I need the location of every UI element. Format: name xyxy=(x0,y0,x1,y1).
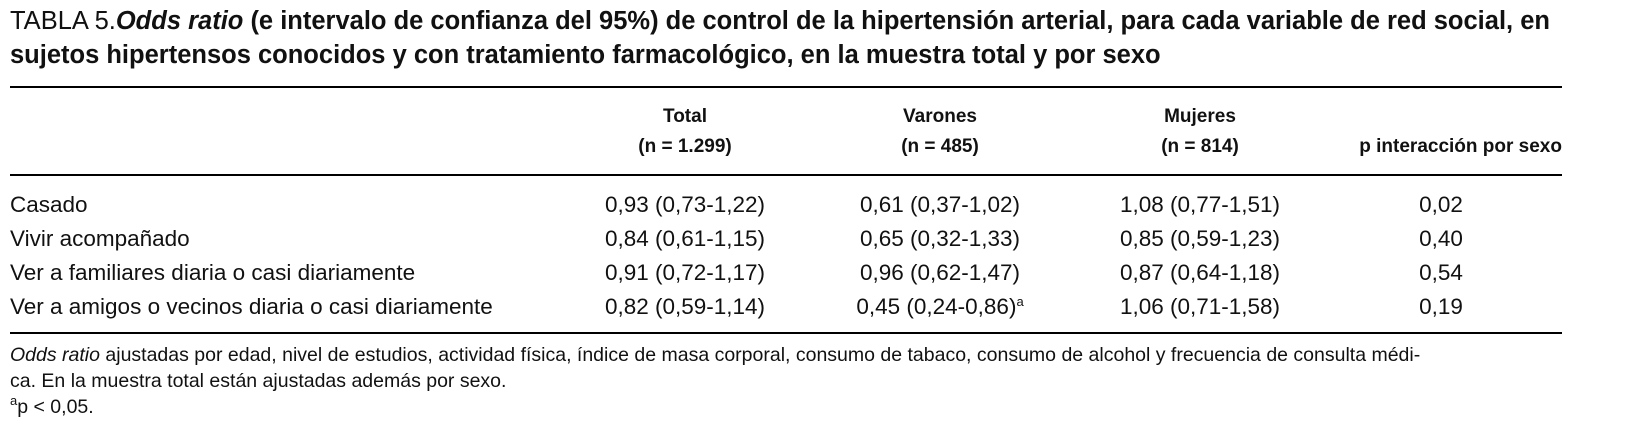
header-cell xyxy=(10,86,570,176)
table-cell: 0,85 (0,59-1,23) xyxy=(1119,226,1281,251)
table-cell: 0,61 (0,37-1,02) xyxy=(859,192,1021,217)
table-cell: 0,91 (0,72-1,17) xyxy=(604,260,766,285)
row-label: Ver a familiares diaria o casi diariamen… xyxy=(10,260,416,285)
row-label: Casado xyxy=(10,192,88,217)
table-cell: 1,08 (0,77-1,51) xyxy=(1119,192,1281,217)
table-row: Ver a amigos o vecinos diaria o casi dia… xyxy=(10,290,1562,334)
table-cell: 0,96 (0,62-1,47) xyxy=(859,260,1021,285)
cell-superscript: a xyxy=(1016,294,1024,309)
header-cell: Total (n = 1.299) xyxy=(570,86,800,176)
header-cell: Varones (n = 485) xyxy=(800,86,1080,176)
column-name: p interacción por sexo xyxy=(1359,136,1562,157)
title-label: TABLA 5. xyxy=(10,7,116,35)
table-cell: 0,54 xyxy=(1419,260,1463,285)
table-row: Vivir acompañado 0,84 (0,61-1,15) 0,65 (0,… xyxy=(10,222,1562,256)
column-name: Mujeres xyxy=(1164,106,1236,127)
header-cell: p interacción por sexo xyxy=(1320,86,1562,176)
table-cell: 1,06 (0,71-1,58) xyxy=(1080,290,1320,334)
data-table: Total (n = 1.299) Varones (n = 485) Mujeres (… xyxy=(10,86,1562,334)
title-text: (e intervalo de confianza del 95%) de co… xyxy=(10,7,1550,69)
footnote-line: Odds ratio ajustadas por edad, nivel de … xyxy=(10,342,1570,368)
table-body: Casado 0,93 (0,73-1,22) 0,61 (0,37-1,02) 1,… xyxy=(10,175,1562,334)
table-cell: 0,84 (0,61-1,15) xyxy=(604,226,766,251)
header-cell: Mujeres (n = 814) xyxy=(1080,86,1320,176)
footnote-line: ap < 0,05. xyxy=(10,394,1570,420)
column-n: (n = 485) xyxy=(901,136,979,157)
footnote-term: Odds ratio xyxy=(10,344,100,366)
header-row: Total (n = 1.299) Varones (n = 485) Mujeres (… xyxy=(10,86,1562,176)
footnote-line: ca. En la muestra total están ajustadas … xyxy=(10,370,507,392)
footnote-mark: a xyxy=(10,393,18,408)
row-label: Vivir acompañado xyxy=(10,226,190,251)
table-cell: 0,82 (0,59-1,14) xyxy=(570,290,800,334)
footnote-text: p < 0,05. xyxy=(17,396,94,418)
table-cell: 0,19 xyxy=(1320,290,1562,334)
table-cell: 0,93 (0,73-1,22) xyxy=(604,192,766,217)
column-name: Total xyxy=(663,106,707,127)
footnote-text: ajustadas por edad, nivel de estudios, a… xyxy=(99,344,1421,366)
column-n: (n = 814) xyxy=(1161,136,1239,157)
column-n: (n = 1.299) xyxy=(638,136,732,157)
table-row: Casado 0,93 (0,73-1,22) 0,61 (0,37-1,02) 1,… xyxy=(10,175,1562,222)
table-cell: 0,45 (0,24-0,86)a xyxy=(800,290,1080,334)
table-cell: 0,87 (0,64-1,18) xyxy=(1119,260,1281,285)
footnotes: Odds ratio ajustadas por edad, nivel de … xyxy=(10,342,1570,420)
table-cell: 0,65 (0,32-1,33) xyxy=(859,226,1021,251)
table-cell: 0,40 xyxy=(1419,226,1463,251)
row-label: Ver a amigos o vecinos diaria o casi dia… xyxy=(10,290,570,334)
cell-text: 0,45 (0,24-0,86) xyxy=(856,294,1017,319)
table-cell: 0,02 xyxy=(1419,192,1463,217)
column-name: Varones xyxy=(903,106,977,127)
table-row: Ver a familiares diaria o casi diariamen… xyxy=(10,256,1562,290)
table-title: TABLA 5.Odds ratio (e intervalo de confi… xyxy=(10,4,1570,72)
title-term: Odds ratio xyxy=(115,7,244,35)
